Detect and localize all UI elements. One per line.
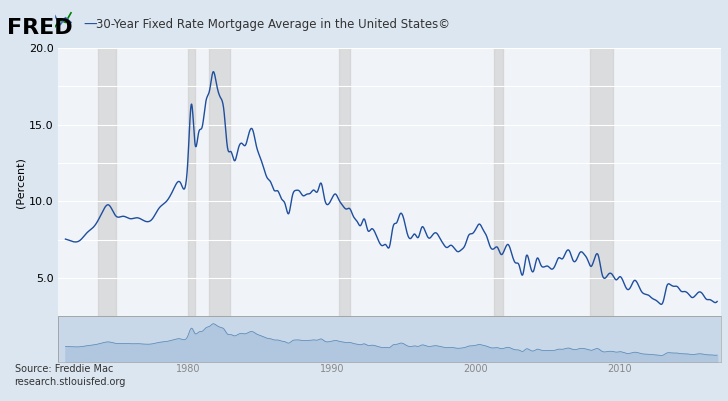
Y-axis label: (Percent): (Percent) [16,157,26,208]
Text: 30-Year Fixed Rate Mortgage Average in the United States©: 30-Year Fixed Rate Mortgage Average in t… [96,18,450,31]
Bar [188,48,195,316]
Text: Source: Freddie Mac: Source: Freddie Mac [15,364,113,374]
Text: —: — [84,18,98,32]
Bar [339,48,350,316]
Text: FRED: FRED [7,18,73,38]
Bar [590,48,613,316]
Bar [210,48,229,316]
Bar [494,48,503,316]
Bar [98,48,116,316]
Text: research.stlouisfed.org: research.stlouisfed.org [15,377,126,387]
